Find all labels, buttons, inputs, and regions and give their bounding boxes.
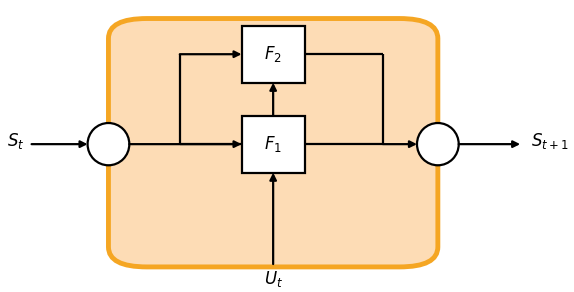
Text: $F_2$: $F_2$ [264, 44, 282, 64]
Ellipse shape [88, 123, 129, 165]
Text: $S_t$: $S_t$ [7, 131, 24, 151]
Bar [242, 26, 305, 83]
FancyBboxPatch shape [108, 18, 438, 267]
Bar [242, 116, 305, 173]
Ellipse shape [417, 123, 459, 165]
Text: $S_{t+1}$: $S_{t+1}$ [531, 131, 569, 151]
Text: $F_1$: $F_1$ [264, 134, 282, 154]
Text: $U_t$: $U_t$ [263, 269, 283, 289]
